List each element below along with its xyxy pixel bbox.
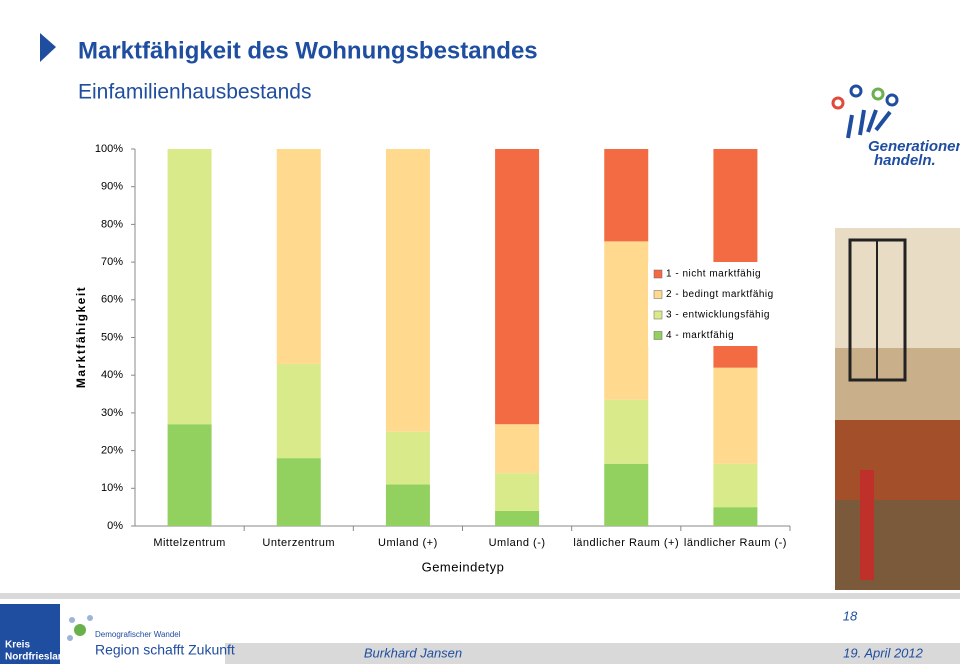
- x-tick-label: Umland (+): [378, 537, 438, 549]
- bar-segment: [713, 507, 758, 526]
- x-axis-label: Gemeindetyp: [422, 559, 505, 574]
- bar-segment: [495, 510, 540, 526]
- y-tick-label: 80%: [101, 218, 123, 230]
- y-tick-label: 60%: [101, 294, 123, 306]
- bar-segment: [167, 424, 212, 526]
- x-tick-label: ländlicher Raum (-): [684, 537, 787, 549]
- legend-label: 2 - bedingt marktfähig: [666, 289, 774, 300]
- x-tick-label: Umland (-): [489, 537, 546, 549]
- y-tick-label: 90%: [101, 181, 123, 193]
- bar-segment: [495, 424, 540, 474]
- y-tick-label: 10%: [101, 482, 123, 494]
- bar-segment: [604, 399, 649, 464]
- bar-segment: [604, 149, 649, 242]
- y-tick-label: 40%: [101, 369, 123, 381]
- bar-segment: [385, 149, 430, 432]
- bar-segment: [713, 463, 758, 508]
- bar-segment: [276, 363, 321, 459]
- page-number: 18: [843, 608, 858, 623]
- legend-swatch: [653, 331, 663, 340]
- y-axis-label: Marktfähigkeit: [74, 286, 88, 388]
- date: 19. April 2012: [843, 645, 924, 660]
- slide-title: Marktfähigkeit des Wohnungsbestandes: [78, 37, 538, 64]
- x-tick-label: Mittelzentrum: [153, 537, 226, 549]
- bar-segment: [495, 473, 540, 511]
- bar-segment: [495, 149, 540, 425]
- logo-generationen: Generationen handeln.: [831, 84, 960, 169]
- bar-segment: [167, 149, 212, 425]
- footer: Kreis Nordfriesland Demografischer Wande…: [0, 593, 960, 664]
- bar-segment: [604, 241, 649, 400]
- x-tick-label: Unterzentrum: [262, 537, 335, 549]
- bar-segment: [604, 463, 649, 526]
- bar-segment: [276, 458, 321, 526]
- bar-segment: [385, 484, 430, 526]
- logo-text: Region schafft Zukunft: [95, 642, 235, 658]
- logo-text: handeln.: [874, 152, 936, 169]
- logo-text: Kreis: [5, 640, 30, 651]
- legend-label: 3 - entwicklungsfähig: [666, 310, 770, 321]
- y-tick-label: 30%: [101, 407, 123, 419]
- photo: [835, 228, 960, 590]
- legend: 1 - nicht marktfähig 2 - bedingt marktfäh…: [648, 262, 790, 346]
- legend-label: 1 - nicht marktfähig: [666, 269, 761, 280]
- bar-segment: [713, 367, 758, 464]
- bar-segment: [385, 431, 430, 485]
- logo-text: Generationen: [868, 138, 960, 155]
- legend-swatch: [653, 290, 663, 299]
- logo-text: Demografischer Wandel: [95, 630, 181, 639]
- bar-segment: [276, 149, 321, 364]
- x-tick-label: ländlicher Raum (+): [573, 537, 679, 549]
- legend-swatch: [653, 269, 663, 279]
- y-tick-label: 0%: [107, 520, 123, 532]
- y-tick-label: 50%: [101, 331, 123, 343]
- y-tick-label: 20%: [101, 445, 123, 457]
- y-tick-label: 100%: [95, 143, 123, 155]
- title-arrow: [40, 33, 56, 62]
- slide-subtitle: Einfamilienhausbestands: [78, 81, 311, 104]
- y-tick-label: 70%: [101, 256, 123, 268]
- legend-swatch: [653, 310, 663, 320]
- author: Burkhard Jansen: [364, 645, 462, 660]
- legend-label: 4 - marktfähig: [666, 330, 734, 341]
- logo-text: Nordfriesland: [5, 652, 70, 663]
